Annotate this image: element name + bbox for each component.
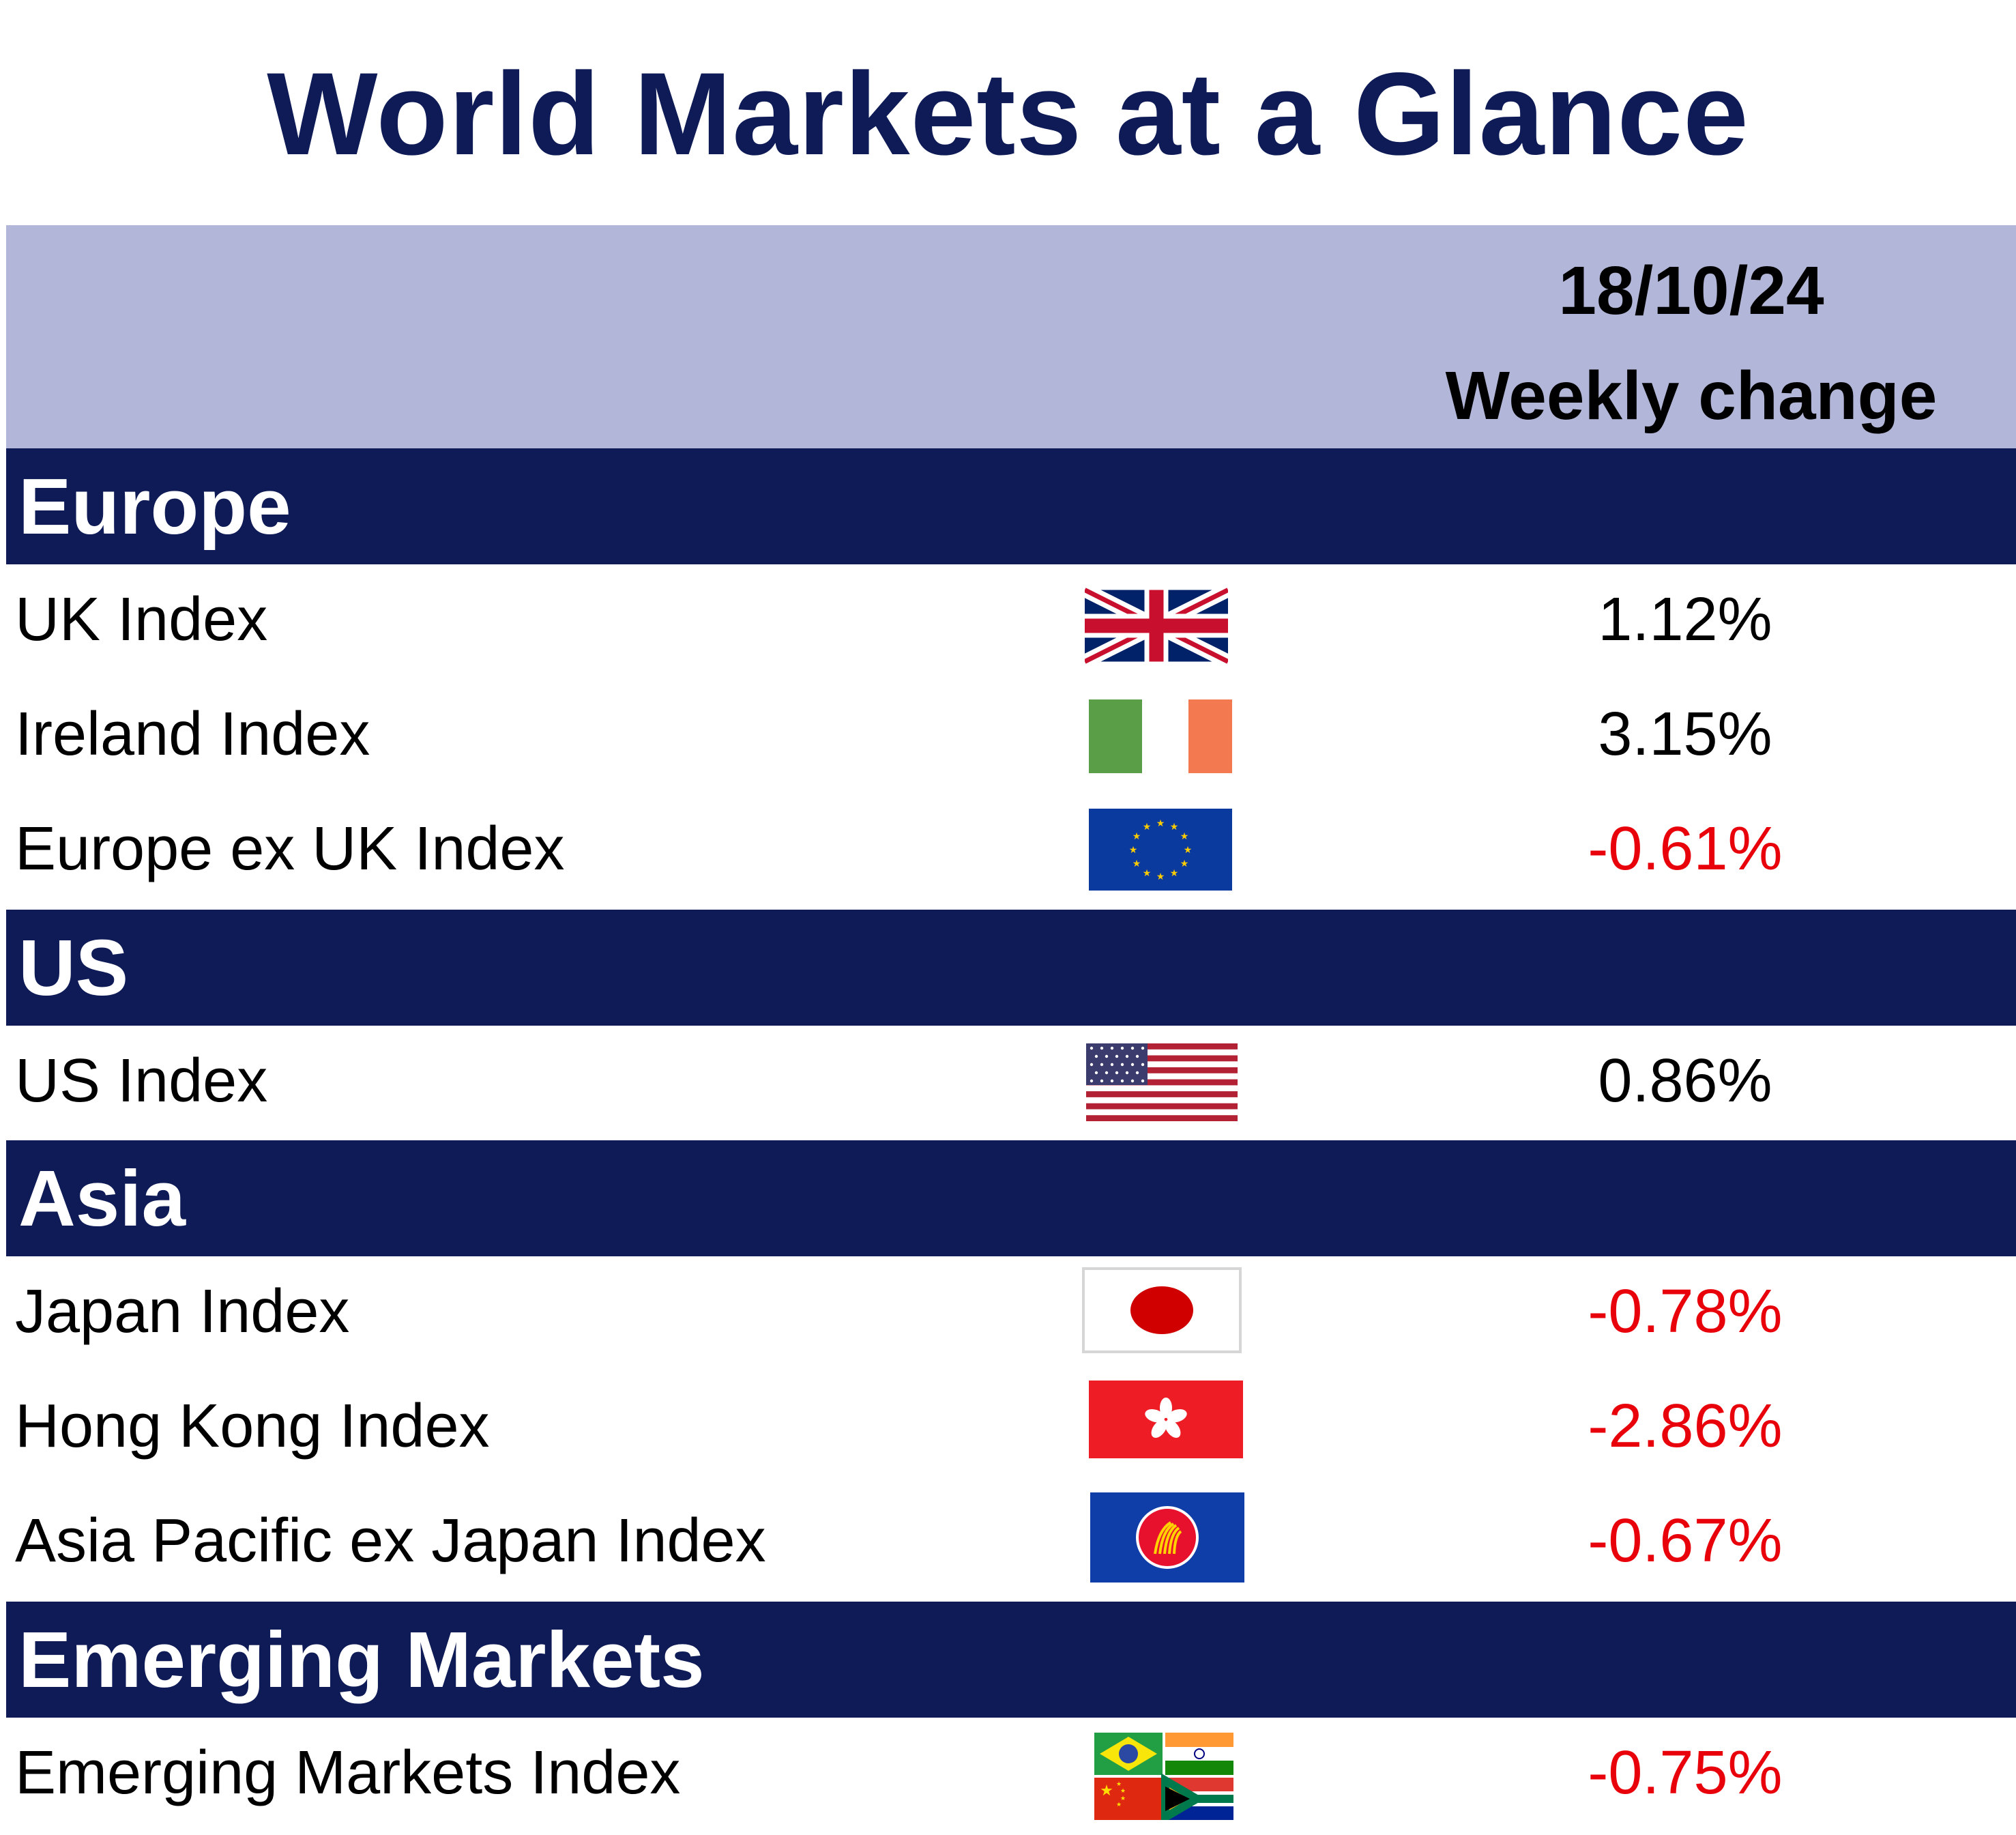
index-name: US Index	[15, 1047, 268, 1115]
svg-text:★: ★	[1120, 1788, 1126, 1795]
asean-flag-icon	[1090, 1492, 1244, 1586]
table-row: US Index 0.86%	[0, 1026, 2016, 1140]
china-flag-icon: ★ ★ ★ ★ ★	[1094, 1778, 1163, 1820]
svg-text:★: ★	[1133, 831, 1141, 842]
table-row: Hong Kong Index -2.86%	[0, 1371, 2016, 1486]
svg-text:★: ★	[1133, 858, 1141, 869]
table-row: Europe ex UK Index ★ ★ ★ ★ ★ ★ ★ ★ ★ ★ ★ ★ -0.61…	[0, 794, 2016, 908]
svg-text:★: ★	[1184, 845, 1193, 856]
brics-flags-icon: ★ ★ ★ ★ ★	[1094, 1733, 1233, 1825]
svg-text:★: ★	[1180, 831, 1189, 842]
ireland-flag-icon	[1089, 699, 1232, 777]
japan-flag-icon	[1082, 1267, 1242, 1357]
date-label: 18/10/24	[1558, 252, 1824, 329]
us-flag-icon	[1086, 1043, 1238, 1125]
index-name: Hong Kong Index	[15, 1392, 490, 1460]
weekly-change-header: Weekly change	[1445, 358, 1938, 434]
index-name: Europe ex UK Index	[15, 815, 565, 883]
weekly-change-value: -0.75%	[1588, 1739, 1783, 1807]
section-label: Emerging Markets	[18, 1615, 705, 1704]
index-name: Japan Index	[15, 1277, 350, 1346]
table-row: Asia Pacific ex Japan Index -0.67%	[0, 1486, 2016, 1600]
svg-text:★: ★	[1120, 1795, 1126, 1802]
section-header-asia: Asia	[6, 1140, 2016, 1256]
index-name: Ireland Index	[15, 700, 370, 768]
weekly-change-value: -0.67%	[1588, 1507, 1783, 1575]
svg-text:★: ★	[1116, 1802, 1122, 1808]
svg-text:★: ★	[1180, 858, 1189, 869]
svg-text:★: ★	[1129, 845, 1138, 856]
section-label: US	[18, 923, 129, 1012]
weekly-change-value: 3.15%	[1598, 700, 1772, 768]
section-header-emerging-markets: Emerging Markets	[6, 1602, 2016, 1718]
table-row: Ireland Index 3.15%	[0, 679, 2016, 794]
svg-text:★: ★	[1143, 822, 1152, 833]
weekly-change-value: -2.86%	[1588, 1392, 1783, 1460]
brazil-flag-icon	[1094, 1733, 1163, 1775]
weekly-change-value: -0.78%	[1588, 1277, 1783, 1346]
svg-text:★: ★	[1116, 1781, 1122, 1788]
table-row: Emerging Markets Index ★ ★ ★ ★	[0, 1718, 2016, 1832]
section-label: Asia	[18, 1154, 186, 1243]
south-africa-flag-icon	[1161, 1773, 1233, 1825]
weekly-change-value: 0.86%	[1598, 1047, 1772, 1115]
section-label: Europe	[18, 462, 291, 551]
eu-flag-icon: ★ ★ ★ ★ ★ ★ ★ ★ ★ ★ ★ ★	[1089, 809, 1232, 894]
weekly-change-value: 1.12%	[1598, 586, 1772, 654]
svg-text:★: ★	[1100, 1782, 1113, 1800]
svg-text:★: ★	[1143, 868, 1152, 879]
table-row: UK Index 1.12%	[0, 564, 2016, 679]
index-name: Asia Pacific ex Japan Index	[15, 1507, 766, 1575]
page-title: World Markets at a Glance	[267, 48, 1749, 179]
section-header-europe: Europe	[6, 448, 2016, 564]
table-row: Japan Index -0.78%	[0, 1256, 2016, 1371]
table-header: 18/10/24 Weekly change	[6, 225, 2016, 448]
weekly-change-value: -0.61%	[1588, 815, 1783, 883]
index-name: Emerging Markets Index	[15, 1739, 681, 1807]
svg-text:★: ★	[1170, 822, 1179, 833]
india-flag-icon	[1165, 1733, 1233, 1775]
hong-kong-flag-icon	[1089, 1381, 1243, 1462]
index-name: UK Index	[15, 586, 268, 654]
svg-text:★: ★	[1156, 818, 1165, 829]
section-header-us: US	[6, 910, 2016, 1026]
svg-text:★: ★	[1156, 871, 1165, 882]
svg-text:★: ★	[1170, 868, 1179, 879]
uk-flag-icon	[1081, 583, 1231, 668]
